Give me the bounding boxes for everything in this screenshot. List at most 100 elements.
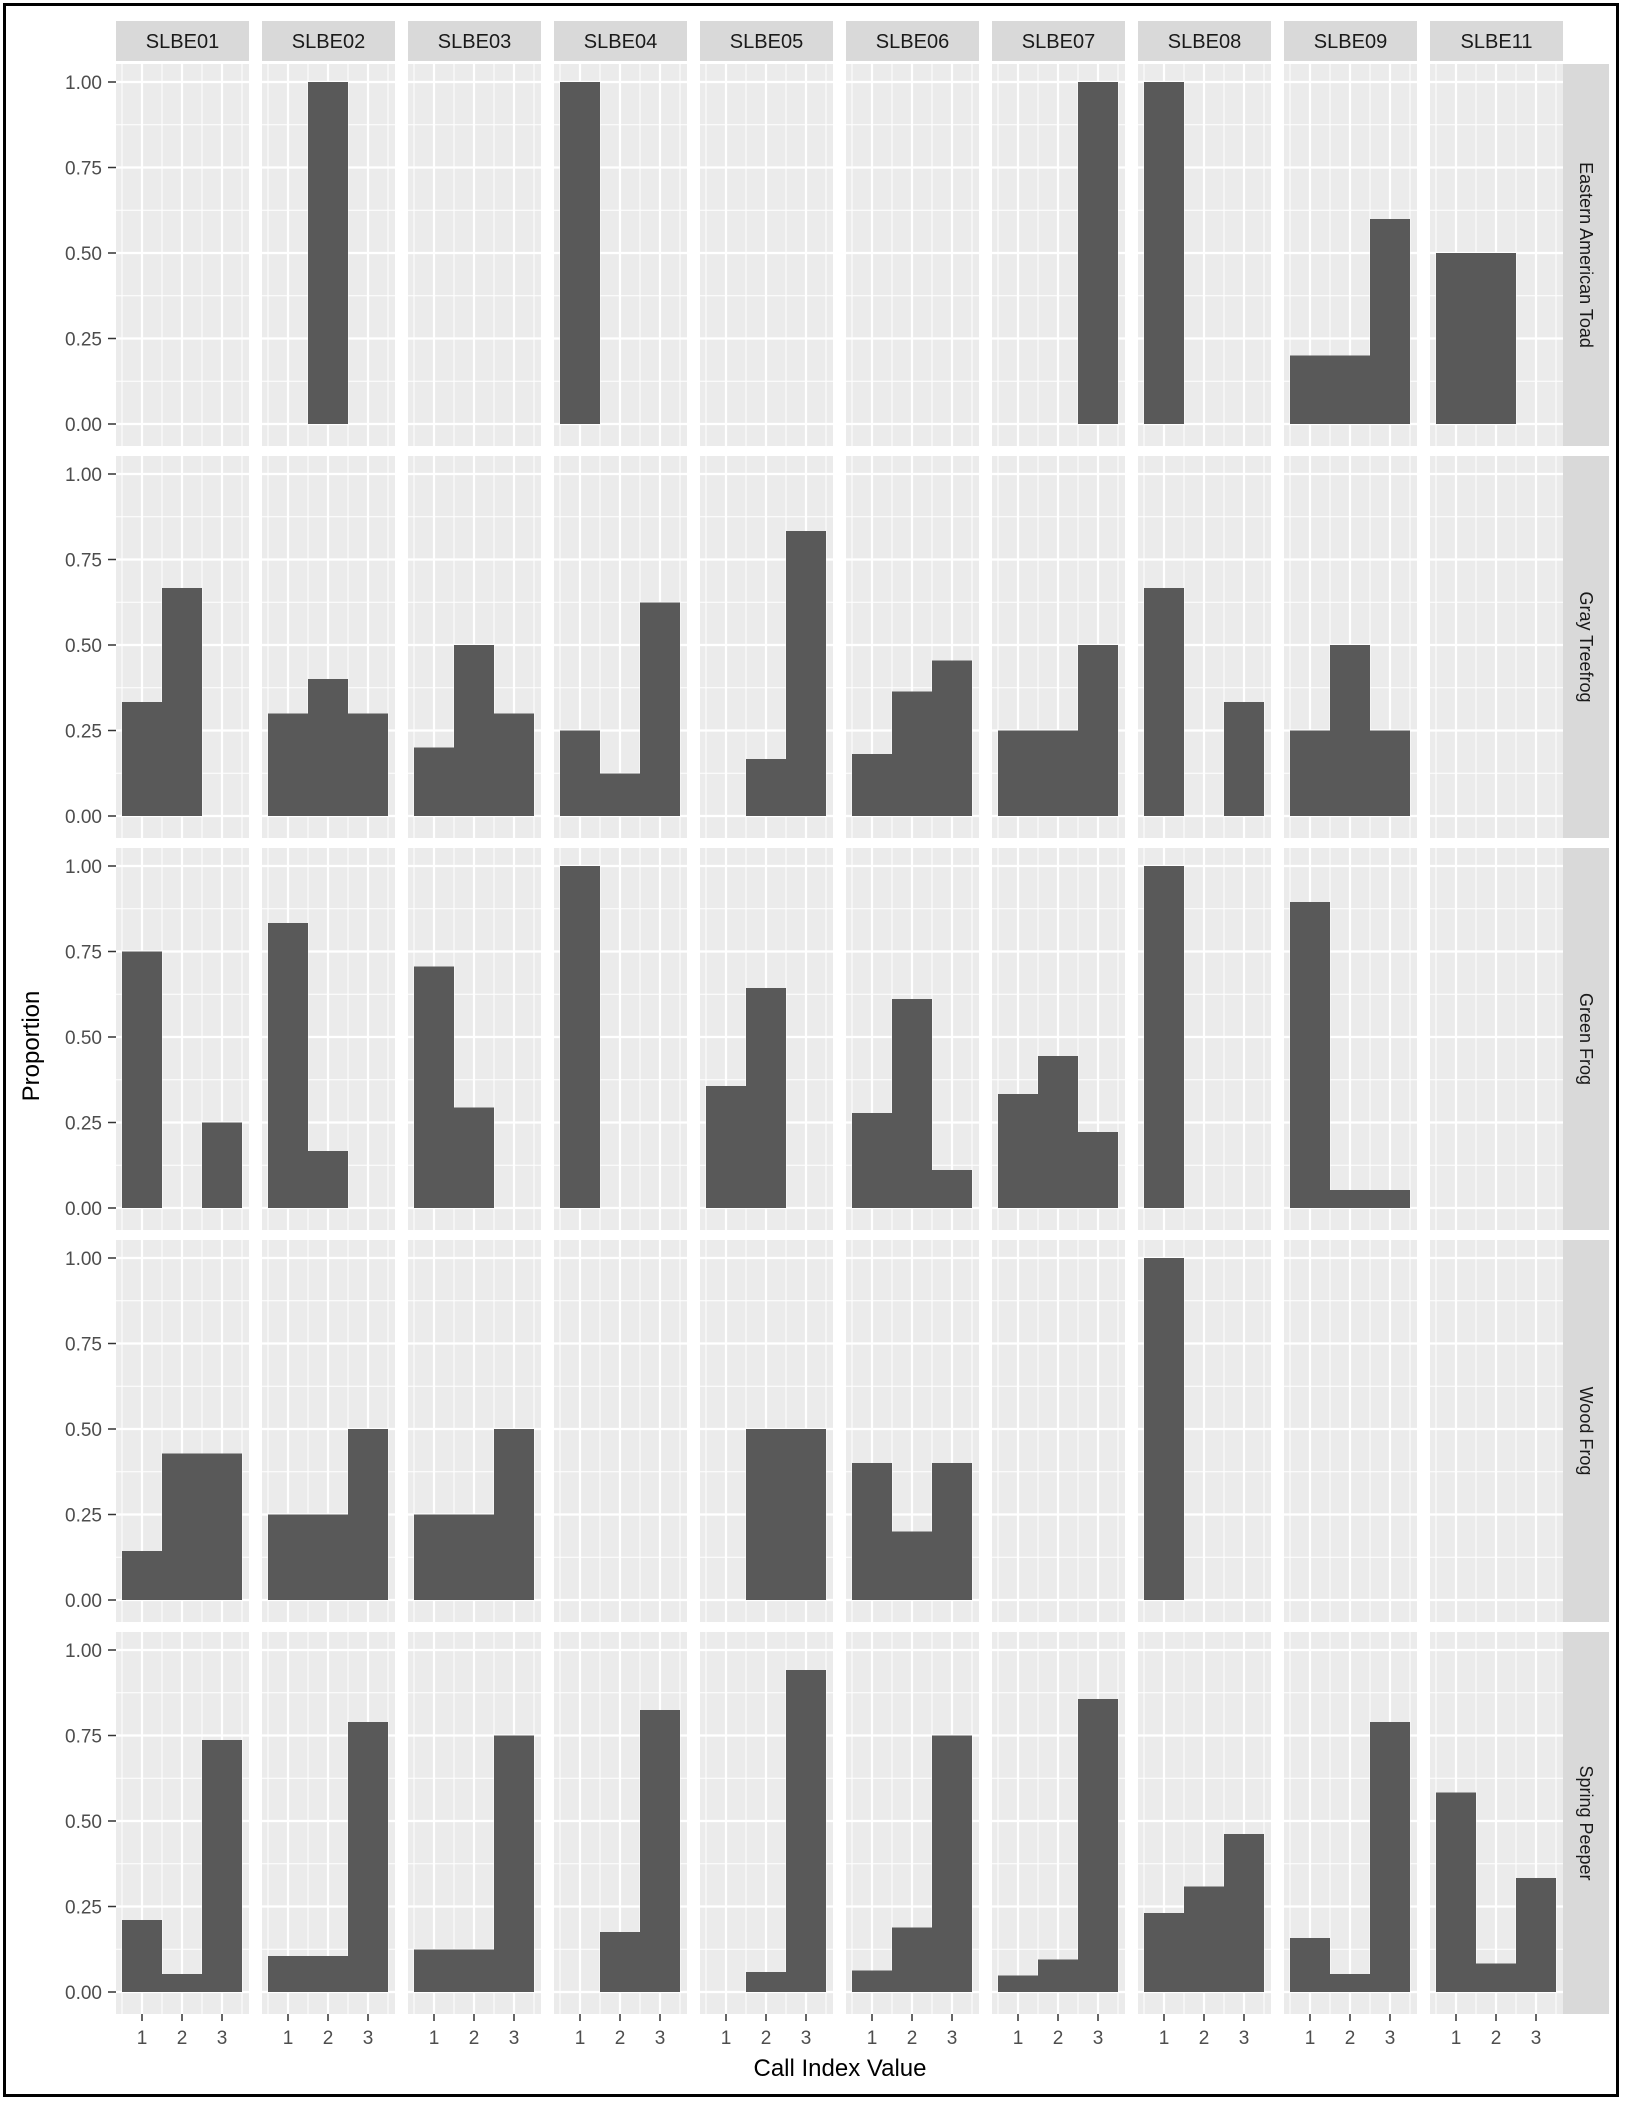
column-strip-label: SLBE07 — [1022, 31, 1095, 53]
bar — [202, 1453, 242, 1600]
bar — [162, 1453, 202, 1600]
row-strip — [1563, 848, 1609, 1230]
y-axis-tick-label: 0.50 — [65, 1420, 102, 1441]
bar — [268, 1514, 308, 1600]
x-axis-tick-label: 3 — [363, 2028, 374, 2049]
y-axis-tick-label: 0.75 — [65, 943, 102, 964]
x-axis-tick-label: 2 — [1053, 2028, 1064, 2049]
bar — [932, 1735, 972, 1992]
bar — [1038, 1959, 1078, 1992]
row-strip-label: Wood Frog — [1576, 1387, 1596, 1476]
y-axis-tick-label: 0.50 — [65, 244, 102, 265]
column-strip — [116, 21, 249, 61]
y-axis-tick-label: 1.00 — [65, 1641, 102, 1662]
chart-svg: SLBE01 SLBE02 SLBE03 SLBE04 SLBE05 SLBE06 SLBE… — [18, 21, 1609, 2082]
bar — [1144, 82, 1184, 424]
bar — [1476, 1963, 1516, 1992]
y-axis-tick-label: 1.00 — [65, 1249, 102, 1270]
bar — [202, 1122, 242, 1208]
y-axis-tick-label: 0.25 — [65, 722, 102, 743]
bar — [414, 1514, 454, 1600]
bar — [1144, 1258, 1184, 1600]
bar — [122, 702, 162, 816]
bar — [640, 1710, 680, 1992]
bar — [852, 1463, 892, 1600]
bar — [1290, 1937, 1330, 1992]
x-axis-tick-label: 1 — [429, 2028, 440, 2049]
bar — [1144, 587, 1184, 816]
bar — [998, 1975, 1038, 1992]
y-axis-tick-label: 0.75 — [65, 551, 102, 572]
x-axis-tick-label: 1 — [1159, 2028, 1170, 2049]
y-axis-tick-label: 0.50 — [65, 636, 102, 657]
row-strip — [1563, 1632, 1609, 2014]
bar — [1290, 355, 1330, 424]
bar — [640, 602, 680, 816]
bar — [1370, 1189, 1410, 1208]
bar — [454, 645, 494, 816]
row-strip-label: Green Frog — [1576, 993, 1596, 1085]
row-strip-label: Spring Peeper — [1576, 1765, 1596, 1880]
x-axis-tick-label: 1 — [575, 2028, 586, 2049]
x-axis-tick-label: 3 — [1385, 2028, 1396, 2049]
bar — [1078, 82, 1118, 424]
x-axis-tick-label: 2 — [177, 2028, 188, 2049]
column-strip-label: SLBE04 — [584, 31, 657, 53]
bar — [600, 1931, 640, 1992]
bar — [1476, 253, 1516, 424]
bar — [892, 691, 932, 816]
bar — [786, 1429, 826, 1600]
bar — [746, 1971, 786, 1992]
bar — [122, 1551, 162, 1600]
y-axis-tick-label: 0.25 — [65, 1898, 102, 1919]
bar — [308, 1150, 348, 1208]
bar — [308, 679, 348, 816]
bar — [746, 1429, 786, 1600]
bar — [1224, 702, 1264, 816]
bar — [1144, 1912, 1184, 1992]
x-axis-tick-label: 3 — [1239, 2028, 1250, 2049]
bar — [1078, 1132, 1118, 1208]
x-axis-tick-label: 1 — [1013, 2028, 1024, 2049]
column-strip — [700, 21, 833, 61]
column-strip — [408, 21, 541, 61]
bar — [560, 82, 600, 424]
x-axis-tick-label: 3 — [655, 2028, 666, 2049]
bar — [932, 660, 972, 816]
bar — [268, 1956, 308, 1992]
y-axis-tick-label: 0.50 — [65, 1028, 102, 1049]
x-axis-tick-label: 2 — [761, 2028, 772, 2049]
bar — [1224, 1833, 1264, 1992]
bar — [892, 1927, 932, 1992]
row-strip-label: Eastern American Toad — [1576, 162, 1596, 348]
bar — [746, 988, 786, 1208]
column-strip-label: SLBE06 — [876, 31, 949, 53]
y-axis-tick-label: 1.00 — [65, 465, 102, 486]
bar — [746, 758, 786, 816]
x-axis-tick-label: 2 — [615, 2028, 626, 2049]
bar — [268, 713, 308, 816]
bar — [1516, 1878, 1556, 1992]
x-axis-tick-label: 1 — [283, 2028, 294, 2049]
row-strip — [1563, 456, 1609, 838]
y-axis-tick-label: 1.00 — [65, 73, 102, 94]
bar — [1078, 645, 1118, 816]
bar — [1184, 1886, 1224, 1992]
bar — [1436, 1792, 1476, 1992]
y-axis-tick-label: 0.75 — [65, 1335, 102, 1356]
column-strip-label: SLBE01 — [146, 31, 219, 53]
column-strip — [992, 21, 1125, 61]
bar — [560, 730, 600, 816]
bar — [308, 82, 348, 424]
bar — [786, 531, 826, 816]
bar — [308, 1514, 348, 1600]
bar — [1330, 355, 1370, 424]
column-strip — [1138, 21, 1271, 61]
bar — [1038, 1056, 1078, 1208]
bar — [932, 1170, 972, 1208]
bar — [1436, 253, 1476, 424]
column-strip-label: SLBE11 — [1461, 31, 1533, 53]
bar — [308, 1956, 348, 1992]
bar — [162, 587, 202, 816]
x-axis-tick-label: 3 — [1531, 2028, 1542, 2049]
